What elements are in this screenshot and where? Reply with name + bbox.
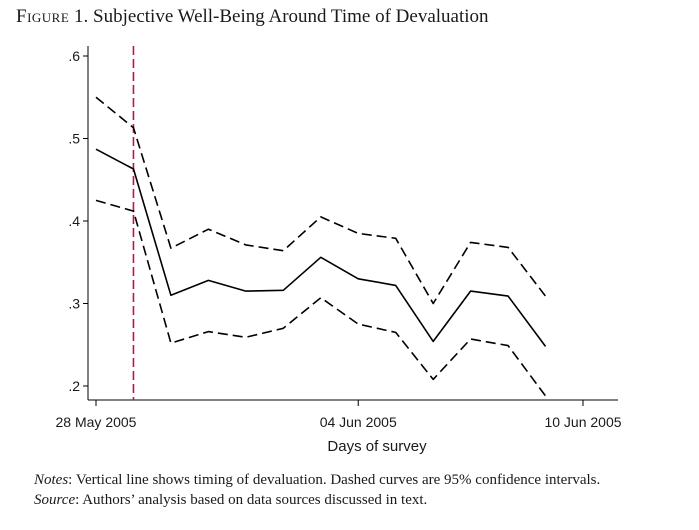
- y-tick-label: .4: [68, 213, 80, 229]
- x-tick-label: 28 May 2005: [56, 414, 137, 430]
- lower-ci-line: [95, 199, 547, 397]
- x-tick-label: 10 Jun 2005: [544, 414, 621, 430]
- upper-ci-line: [95, 96, 547, 305]
- source-text: : Authors’ analysis based on data source…: [75, 492, 428, 508]
- notes-label: Notes: [34, 472, 69, 488]
- y-tick-label: .2: [68, 378, 80, 394]
- notes-line: Notes: Vertical line shows timing of dev…: [34, 470, 600, 490]
- source-label: Source: [34, 492, 76, 508]
- x-axis-title: Days of survey: [327, 438, 427, 455]
- y-tick-label: .6: [68, 48, 80, 64]
- notes-text: : Vertical line shows timing of devaluat…: [68, 472, 601, 488]
- figure-label: Figure: [16, 6, 70, 27]
- estimate-line: [95, 148, 547, 347]
- y-tick-label: .3: [68, 296, 80, 312]
- source-line: Source: Authors’ analysis based on data …: [34, 490, 600, 510]
- chart: .2 .3 .4 .5 .6 28 May 2005 04 Jun 2005 10 Jun 2…: [56, 46, 622, 455]
- x-tick-label: 04 Jun 2005: [320, 414, 397, 430]
- figure-notes: Notes: Vertical line shows timing of dev…: [34, 470, 600, 510]
- figure-title: Figure 1. Subjective Well-Being Around T…: [16, 6, 489, 28]
- figure-number: 1.: [74, 6, 89, 27]
- y-tick-label: .5: [68, 131, 80, 147]
- figure-title-text: Subjective Well-Being Around Time of Dev…: [93, 6, 489, 27]
